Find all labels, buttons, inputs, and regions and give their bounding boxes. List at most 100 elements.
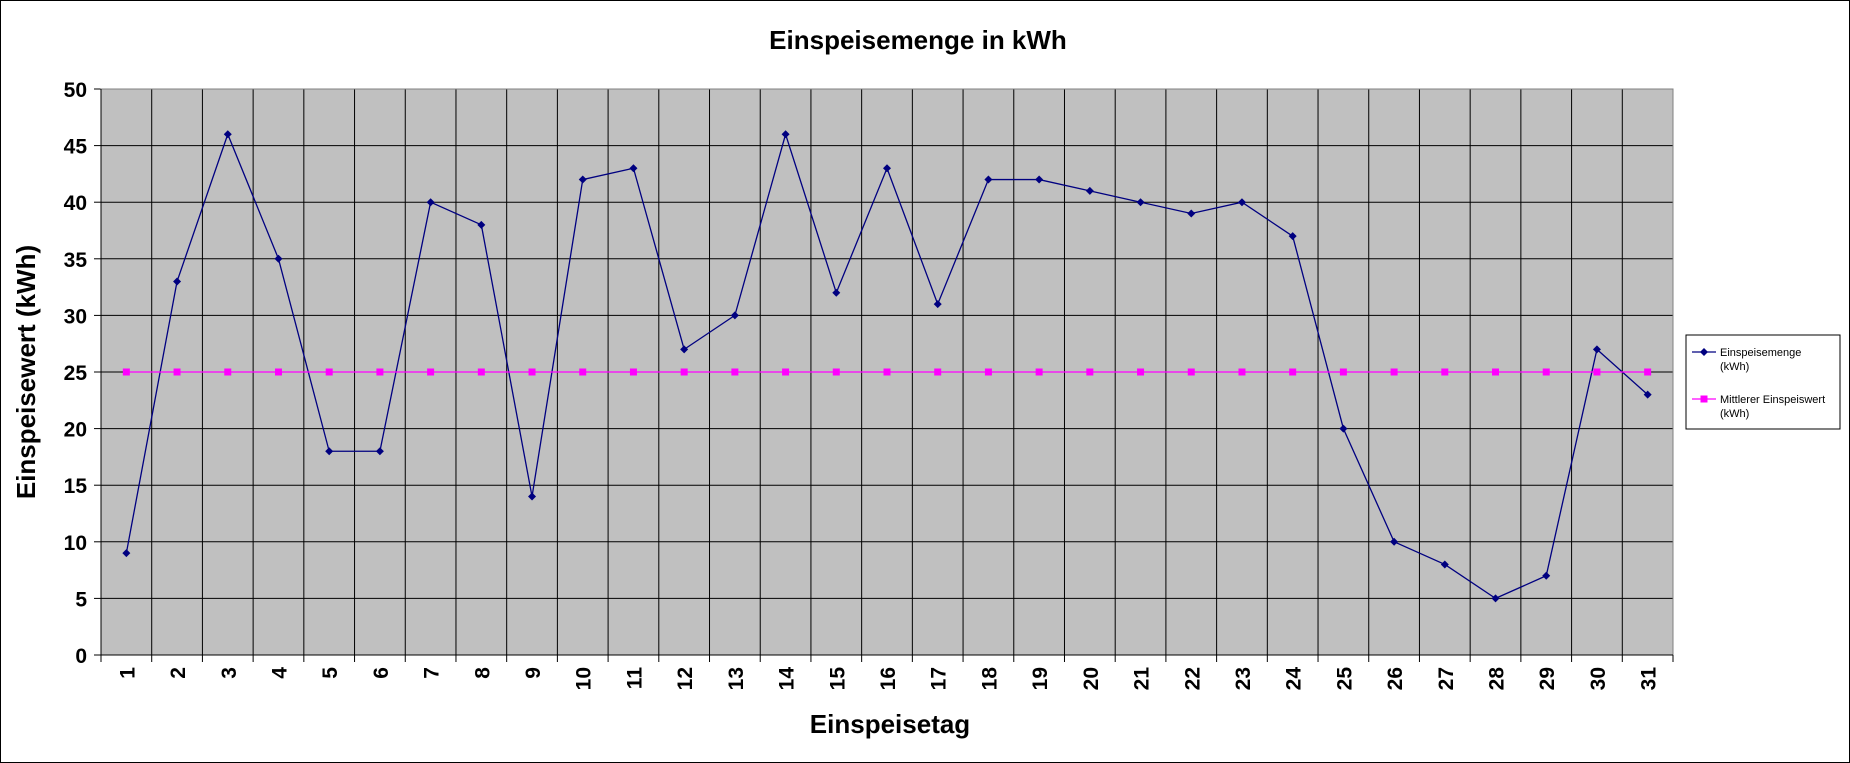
x-tick-label: 8 xyxy=(471,667,494,679)
data-point xyxy=(1288,232,1297,241)
legend-marker xyxy=(1700,348,1708,356)
x-tick-label: 22 xyxy=(1181,667,1204,690)
x-tick-label: 2 xyxy=(167,667,190,679)
data-point xyxy=(376,368,384,376)
data-point xyxy=(1086,368,1094,376)
data-point xyxy=(274,368,282,376)
legend: Einspeisemenge (kWh) Mittlerer Einspeiswer… xyxy=(1685,334,1841,430)
data-point xyxy=(1491,594,1500,603)
series-2 xyxy=(122,368,1652,376)
legend-label: (kWh) xyxy=(1720,361,1749,373)
legend-label: Einspeisemenge xyxy=(1720,347,1801,359)
data-point xyxy=(1644,368,1652,376)
y-tick-label: 25 xyxy=(64,362,88,385)
x-tick-label: 4 xyxy=(268,667,291,679)
data-point xyxy=(1085,186,1094,195)
y-tick-label: 35 xyxy=(64,249,88,272)
data-point xyxy=(1289,368,1297,376)
x-tick-label: 31 xyxy=(1638,667,1661,691)
data-point xyxy=(477,368,485,376)
y-tick-label: 20 xyxy=(64,419,87,442)
x-tick-label: 1 xyxy=(116,667,139,679)
x-tick-label: 18 xyxy=(978,667,1001,691)
data-point xyxy=(528,368,536,376)
data-point xyxy=(832,368,840,376)
x-tick-label: 29 xyxy=(1536,667,1559,690)
data-point xyxy=(730,311,739,320)
data-point xyxy=(173,277,182,286)
data-point xyxy=(984,368,992,376)
data-point xyxy=(1187,368,1195,376)
data-point xyxy=(1035,368,1043,376)
x-tick-label: 12 xyxy=(674,667,697,690)
data-point xyxy=(782,368,790,376)
data-point xyxy=(1339,424,1348,433)
data-point xyxy=(427,368,435,376)
x-tick-label: 6 xyxy=(370,667,393,679)
x-tick-label: 24 xyxy=(1283,667,1306,691)
x-tick-label: 26 xyxy=(1384,667,1407,690)
data-point xyxy=(731,368,739,376)
data-point xyxy=(122,368,130,376)
data-point xyxy=(1492,368,1500,376)
data-point xyxy=(1035,175,1044,184)
x-tick-label: 27 xyxy=(1435,667,1458,690)
data-point xyxy=(1237,198,1246,207)
x-tick-label: 20 xyxy=(1080,667,1103,690)
x-tick-label: 30 xyxy=(1587,667,1610,690)
data-point xyxy=(325,447,334,456)
data-point xyxy=(1390,368,1398,376)
data-point xyxy=(1441,368,1449,376)
x-tick-label: 3 xyxy=(218,667,241,679)
x-tick-label: 13 xyxy=(725,667,748,690)
data-point xyxy=(426,198,435,207)
data-point xyxy=(832,288,841,297)
x-tick-label: 15 xyxy=(826,667,849,691)
y-tick-label: 10 xyxy=(64,532,87,555)
data-point xyxy=(629,164,638,173)
legend-box xyxy=(1685,334,1841,430)
data-point xyxy=(528,492,537,501)
legend-label: Mittlerer Einspeiswert xyxy=(1720,394,1825,406)
y-axis-title: Einspeisewert (kWh) xyxy=(11,245,41,499)
data-point xyxy=(781,130,790,139)
x-tick-label: 14 xyxy=(776,667,799,691)
x-axis-title: Einspeisetag xyxy=(810,709,970,739)
data-point xyxy=(629,368,637,376)
x-tick-label: 5 xyxy=(319,667,342,679)
data-point xyxy=(680,345,689,354)
x-tick-label: 7 xyxy=(421,667,444,679)
data-point xyxy=(325,368,333,376)
data-point xyxy=(173,368,181,376)
x-tick-label: 17 xyxy=(928,667,951,690)
data-point xyxy=(477,220,486,229)
data-point xyxy=(1137,368,1145,376)
data-point xyxy=(578,175,587,184)
x-tick-label: 23 xyxy=(1232,667,1255,690)
data-point xyxy=(579,368,587,376)
y-tick-label: 5 xyxy=(75,588,87,611)
data-point xyxy=(122,549,131,558)
data-point xyxy=(1339,368,1347,376)
data-point xyxy=(1643,390,1652,399)
data-point xyxy=(984,175,993,184)
data-point xyxy=(1238,368,1246,376)
data-point xyxy=(1542,368,1550,376)
data-point xyxy=(680,368,688,376)
x-tick-label: 21 xyxy=(1131,667,1154,691)
legend-marker xyxy=(1700,395,1708,403)
x-tick-label: 19 xyxy=(1029,667,1052,690)
data-point xyxy=(375,447,384,456)
data-series xyxy=(122,130,1652,603)
y-tick-label: 40 xyxy=(64,192,87,215)
data-point xyxy=(1136,198,1145,207)
y-tick-label: 15 xyxy=(64,475,88,498)
data-point xyxy=(934,368,942,376)
y-tick-label: 50 xyxy=(64,79,87,102)
chart-title: Einspeisemenge in kWh xyxy=(769,25,1067,55)
data-point xyxy=(933,300,942,309)
legend-label: (kWh) xyxy=(1720,408,1749,420)
